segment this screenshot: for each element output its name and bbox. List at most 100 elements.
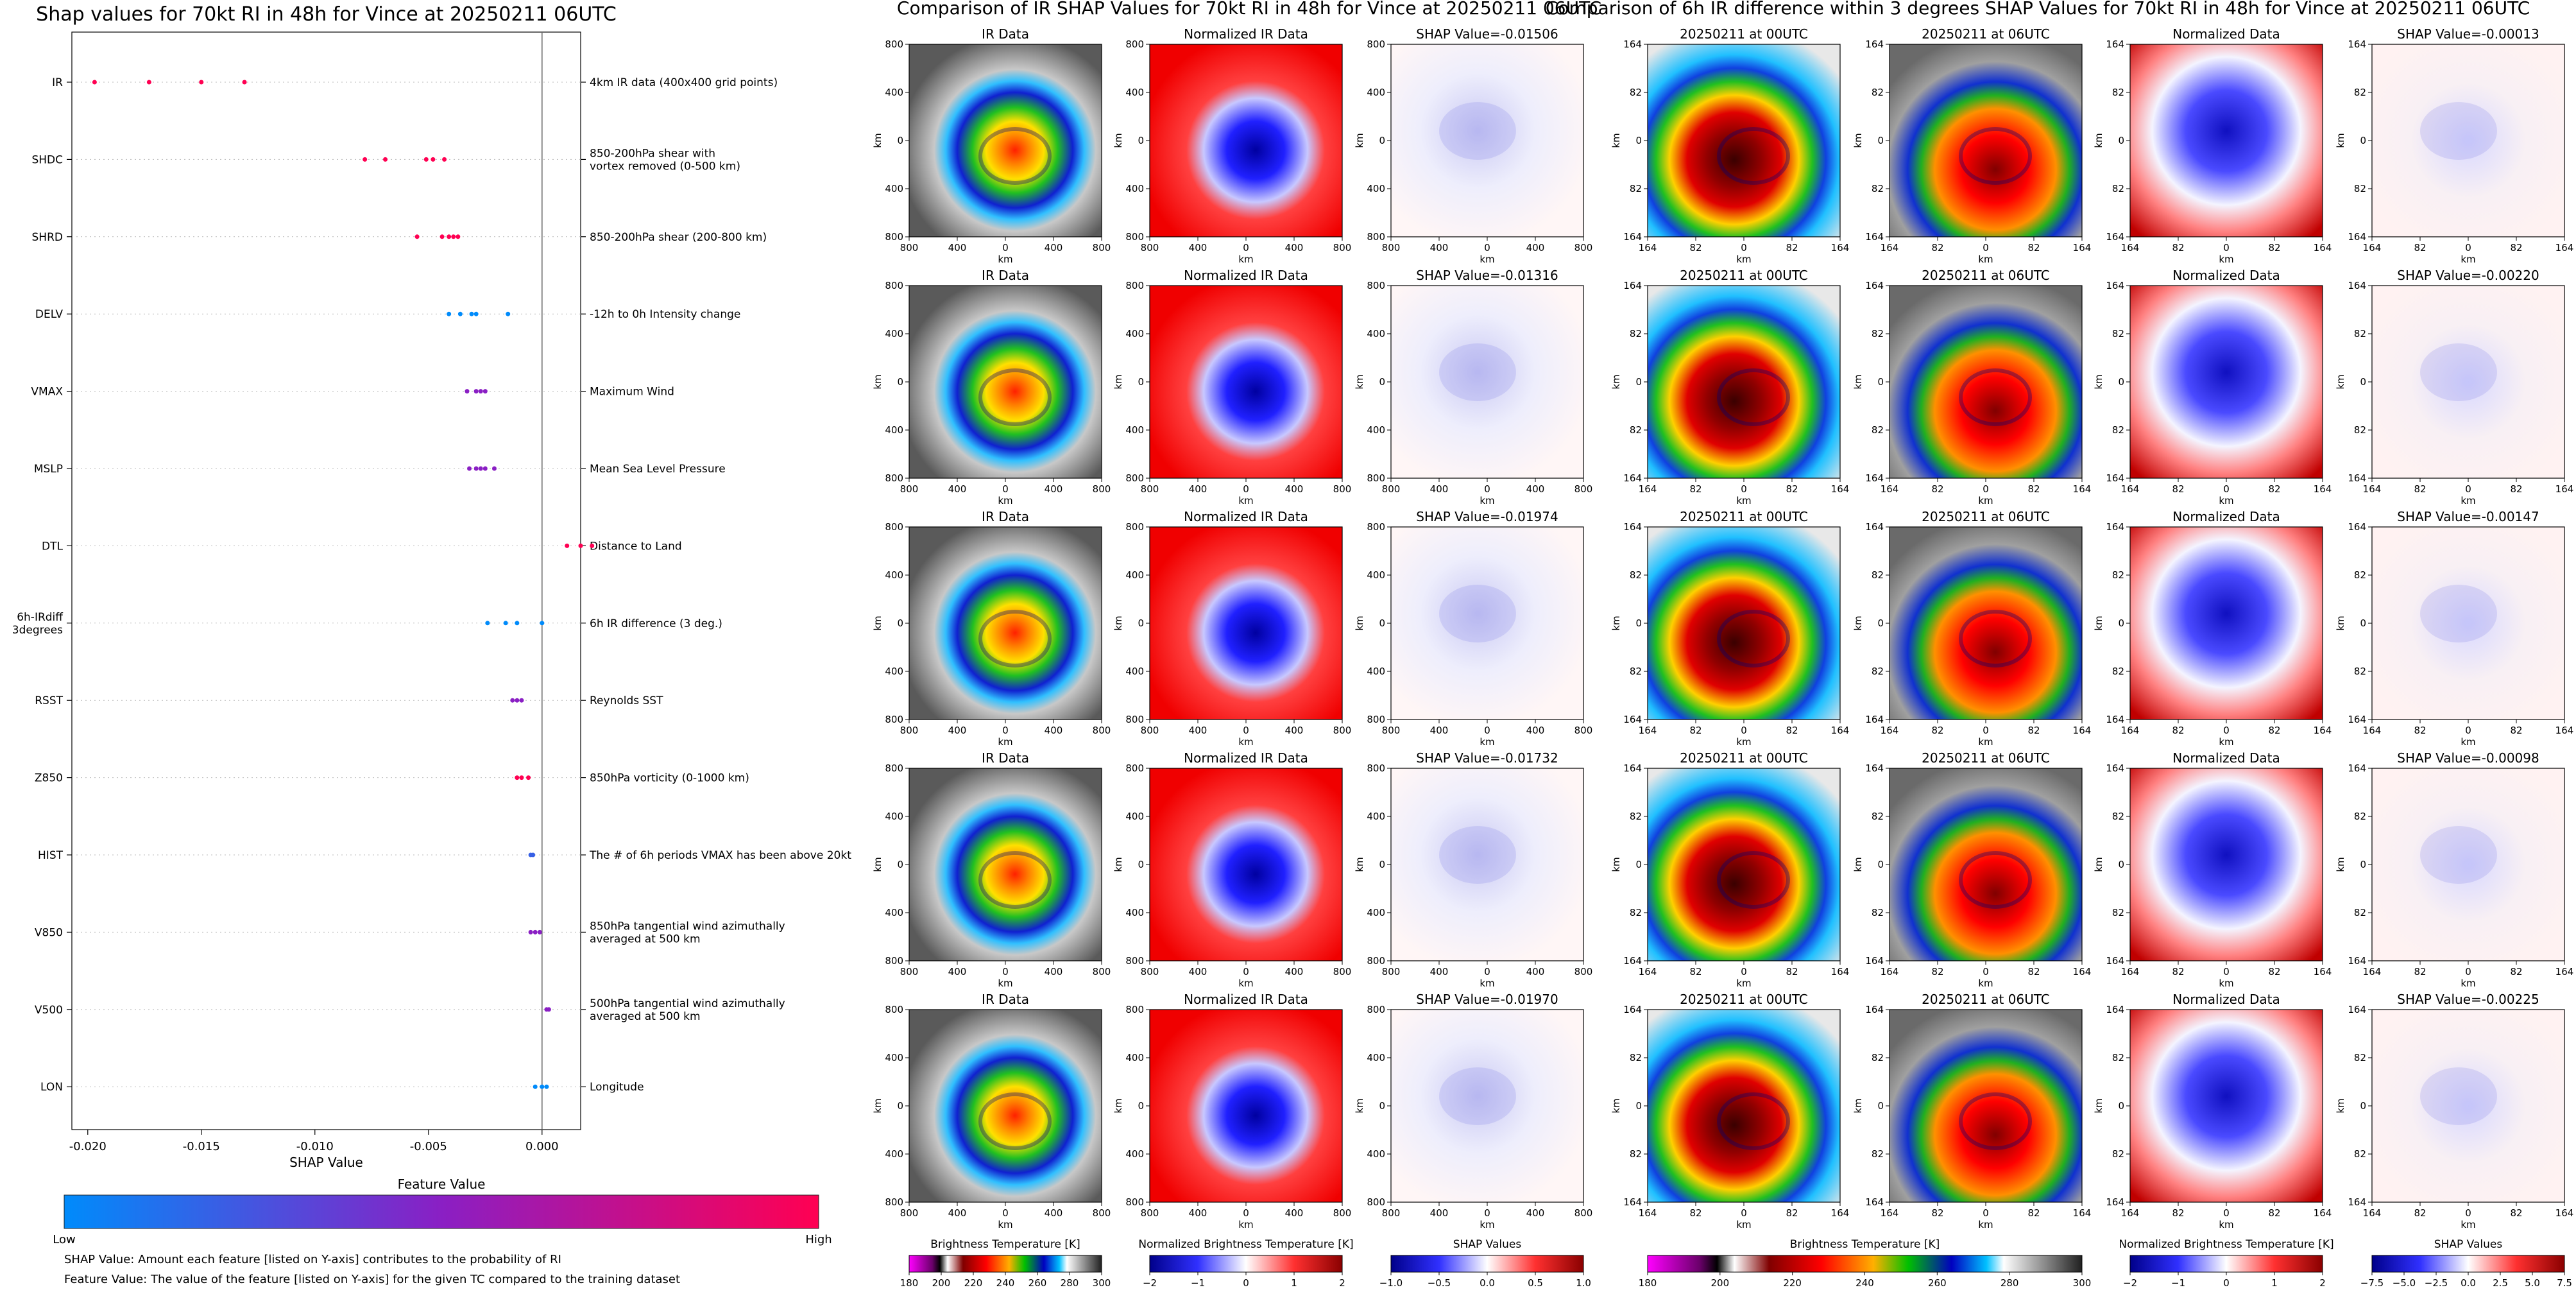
- panel-image: [1889, 44, 2082, 237]
- feature-name: HIST: [38, 849, 64, 862]
- panel-ir-shap: SHAP Value=-0.01316800800400400004004008…: [1354, 268, 1592, 506]
- shap-point: [423, 157, 429, 162]
- panel-x-tick-label: 164: [2073, 966, 2092, 978]
- panel-x-tick-label: 800: [1141, 1207, 1159, 1219]
- panel-y-tick-label: 164: [2106, 521, 2124, 533]
- panel-x-axis-label: km: [1238, 736, 1253, 748]
- panel-x-tick-label: 400: [1285, 966, 1304, 978]
- panel-y-tick-label: 164: [1623, 521, 1642, 533]
- panel-x-axis-label: km: [2219, 736, 2233, 748]
- left-chart-frame: [71, 31, 581, 1130]
- panel-y-tick-label: 0: [1138, 859, 1144, 870]
- panel-x-tick-label: 82: [1689, 966, 1702, 978]
- panel-texture: [1959, 368, 2032, 426]
- panel-x-tick-label: 800: [900, 242, 919, 254]
- panel-y-tick-label: 800: [1125, 762, 1144, 774]
- panel-y-tick-label: 82: [1872, 811, 1884, 822]
- panel-x-tick-label: 800: [900, 966, 919, 978]
- panel-x-tick-label: 0: [2465, 966, 2471, 978]
- panel-image: [1391, 1010, 1583, 1202]
- panel-x-axis-label: km: [2219, 495, 2233, 506]
- panel-y-tick-label: 82: [2354, 424, 2366, 436]
- panel-title: 20250211 at 00UTC: [1680, 26, 1808, 42]
- panel-x-tick-label: 0: [1983, 1207, 1989, 1219]
- panel-normalized-ir: Normalized IR Data8008004004000040040080…: [1113, 509, 1351, 748]
- panel-y-tick-label: 400: [1125, 666, 1144, 677]
- panel-x-tick-label: 400: [948, 966, 967, 978]
- panel-x-axis-label: km: [1978, 254, 1993, 265]
- panel-x-tick-label: 82: [2027, 483, 2040, 495]
- panel-diff-shap: SHAP Value=-0.00225164164828200828216416…: [2335, 992, 2573, 1230]
- panel-y-axis-label: km: [2093, 616, 2104, 630]
- panel-y-axis-label: km: [872, 857, 883, 872]
- panel-x-axis-label: km: [1480, 736, 1494, 748]
- panel-x-tick-label: 0: [2465, 725, 2471, 736]
- panel-ir-00utc: 20250211 at 00UTC1641648282008282164164k…: [1610, 509, 1849, 748]
- panel-ir-shap: SHAP Value=-0.01732800800400400004004008…: [1354, 750, 1592, 989]
- panel-y-tick-label: 800: [1367, 955, 1385, 967]
- panel-y-tick-label: 0: [1379, 859, 1385, 870]
- panel-y-axis-label: km: [872, 616, 883, 630]
- panel-y-tick-label: 82: [2354, 811, 2366, 822]
- feature-name: 6h-IRdiff: [17, 611, 64, 624]
- panel-texture: [2420, 826, 2497, 884]
- panel-title: SHAP Value=-0.01974: [1416, 509, 1558, 524]
- panel-texture: [978, 610, 1052, 668]
- colorbar-tick-label: 220: [1783, 1277, 1802, 1289]
- colorbar-label: Brightness Temperature [K]: [1790, 1238, 1940, 1251]
- colorbar-gradient: [2371, 1255, 2565, 1273]
- panel-x-tick-label: 164: [2073, 242, 2092, 254]
- colorbar-tick-label: 200: [1711, 1277, 1730, 1289]
- panel-y-tick-label: 400: [885, 666, 903, 677]
- panel-x-tick-label: 400: [1430, 725, 1449, 736]
- panel-texture: [1959, 851, 2032, 909]
- panel-y-tick-label: 0: [897, 135, 903, 146]
- shap-point: [442, 157, 447, 162]
- shap-point: [473, 311, 479, 316]
- panel-y-tick-label: 0: [2118, 859, 2124, 870]
- panel-x-tick-label: 800: [1333, 1207, 1352, 1219]
- panel-y-tick-label: 164: [2106, 39, 2124, 50]
- colorbar-tick-label: −2.5: [2425, 1277, 2448, 1289]
- panel-x-tick-label: 800: [1574, 966, 1593, 978]
- panel-x-tick-label: 800: [1574, 242, 1593, 254]
- panel-title: Normalized IR Data: [1184, 26, 1308, 42]
- panel-title: SHAP Value=-0.01316: [1416, 268, 1558, 283]
- panel-title: 20250211 at 06UTC: [1922, 26, 2050, 42]
- colorbar-norm_diff: Normalized Brightness Temperature [K] −2 −…: [2119, 1238, 2333, 1289]
- panel-x-tick-label: 82: [1786, 725, 1798, 736]
- panel-y-axis-label: km: [1610, 616, 1622, 630]
- panel-x-tick-label: 400: [1045, 966, 1063, 978]
- colorbar-shap_diff: SHAP Values−7.5−5.0−2.50.02.55.07.51e−5: [2360, 1238, 2572, 1289]
- panel-y-tick-label: 800: [885, 955, 903, 967]
- colorbar-tick-label: −1: [1191, 1277, 1205, 1289]
- panel-title: SHAP Value=-0.01732: [1416, 750, 1558, 766]
- panel-y-tick-label: 0: [2118, 617, 2124, 629]
- panel-y-tick-label: 800: [1125, 472, 1144, 484]
- shap-point: [431, 157, 436, 162]
- panel-normalized-diff: Normalized Data1641648282008282164164kmk…: [2093, 992, 2332, 1230]
- panel-x-tick-label: 82: [2172, 242, 2184, 254]
- panel-texture: [1717, 610, 1790, 668]
- panel-y-axis-label: km: [872, 374, 883, 389]
- panel-x-tick-label: 82: [2510, 966, 2522, 978]
- panel-y-axis-label: km: [1354, 1098, 1365, 1113]
- panel-texture: [1439, 102, 1516, 160]
- panel-x-tick-label: 0: [1741, 483, 1747, 495]
- panel-x-tick-label: 400: [948, 725, 967, 736]
- panel-y-tick-label: 400: [1367, 569, 1385, 581]
- panel-y-axis-label: km: [1610, 133, 1622, 148]
- colorbar-tick-label: 280: [2000, 1277, 2019, 1289]
- feature-value-colorbar: [64, 1194, 819, 1229]
- panel-y-axis-label: km: [1852, 857, 1864, 872]
- panel-y-tick-label: 0: [2360, 376, 2366, 388]
- panel-x-axis-label: km: [1736, 254, 1751, 265]
- panel-image: [2372, 527, 2564, 719]
- feature-description: Distance to Land: [590, 540, 682, 553]
- panel-x-tick-label: 82: [1786, 1207, 1798, 1219]
- panel-title: IR Data: [982, 992, 1029, 1007]
- panel-x-tick-label: 0: [2465, 1207, 2471, 1219]
- panel-image: [909, 1010, 1102, 1202]
- panel-y-tick-label: 164: [2106, 1004, 2124, 1015]
